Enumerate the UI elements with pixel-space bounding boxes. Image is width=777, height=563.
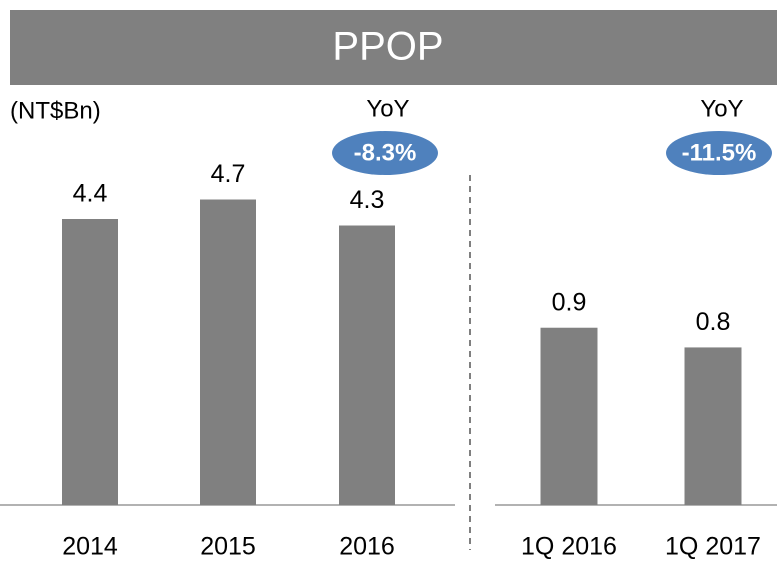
bar	[339, 225, 395, 505]
annotation: -11.5%	[682, 139, 757, 166]
bar	[684, 347, 742, 505]
bar	[540, 327, 598, 505]
value-label: 4.4	[73, 180, 108, 208]
value-label: 4.7	[211, 160, 246, 188]
header-bar	[10, 10, 777, 85]
value-label: 0.9	[552, 288, 587, 316]
bar	[200, 199, 256, 505]
annotation-label: YoY	[700, 95, 743, 122]
annotation: -8.3%	[354, 139, 417, 166]
annotation-badge	[666, 131, 772, 175]
x-tick-label: 2015	[200, 533, 256, 561]
x-tick-label: 2016	[339, 533, 395, 561]
x-tick-label: 1Q 2016	[521, 533, 617, 561]
bar	[62, 219, 118, 505]
value-label: 4.3	[350, 186, 385, 214]
unit-label: (NT$Bn)	[10, 97, 101, 124]
annotation-label: YoY	[366, 95, 409, 122]
annotation-badge	[332, 131, 438, 175]
x-tick-label: 1Q 2017	[665, 533, 761, 561]
value-label: 0.8	[696, 308, 731, 336]
chart-title: PPOP	[332, 25, 443, 69]
x-tick-label: 2014	[62, 533, 118, 561]
